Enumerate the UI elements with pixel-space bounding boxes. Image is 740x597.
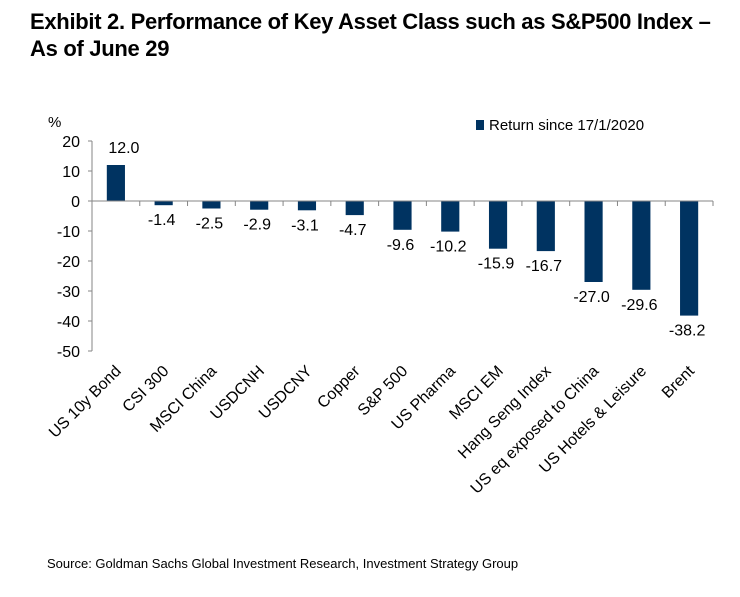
bar [488,201,508,249]
bar [441,201,460,232]
y-tick-label: -10 [57,224,80,241]
legend-label: Return since 17/1/2020 [489,117,644,134]
x-axis [92,200,714,206]
y-axis-unit-label: % [48,114,61,131]
value-label: -3.1 [291,217,319,234]
bar [345,201,364,216]
value-labels: 12.0 -1.4 -2.5 -2.9 -3.1 -4.7 -9.6 -10.2 -15.9 -1… [108,140,705,340]
source-note: Source: Goldman Sachs Global Investment … [47,556,519,571]
y-tick-label: 0 [71,194,80,211]
chart-title: Exhibit 2. Performance of Key Asset Clas… [30,9,711,61]
y-tick-label: 10 [62,164,80,181]
bar [680,201,699,316]
bar [584,201,603,282]
value-label: 12.0 [108,140,139,157]
y-axis: 20 10 0 -10 -20 -30 -40 -50 [57,134,93,361]
category-label: USDCNY [256,363,316,423]
bar [632,201,651,290]
y-tick-label: -30 [57,284,80,301]
y-tick-label: -40 [57,314,80,331]
category-label: US 10y Bond [46,363,125,442]
y-tick-label: -50 [57,344,80,361]
value-label: -1.4 [148,212,176,229]
value-label: -15.9 [478,256,515,273]
y-tick-label: 20 [62,134,80,151]
bar [106,165,125,201]
value-label: -2.9 [243,217,271,234]
bar [202,201,221,209]
bars [106,165,699,316]
legend-swatch [476,120,484,130]
bar [297,201,317,211]
value-label: -9.6 [387,237,415,254]
value-label: -38.2 [669,323,706,340]
bar [536,201,555,252]
value-label: -10.2 [430,239,467,256]
bar [393,201,412,230]
y-tick-label: -20 [57,254,80,271]
value-label: -2.5 [196,216,224,233]
legend: Return since 17/1/2020 [476,117,644,134]
value-label: -16.7 [526,258,563,275]
bar [154,201,173,206]
value-label: -4.7 [339,222,367,239]
value-label: -29.6 [621,297,658,314]
bar [250,201,269,210]
category-label: Brent [659,362,698,401]
value-label: -27.0 [573,289,610,306]
